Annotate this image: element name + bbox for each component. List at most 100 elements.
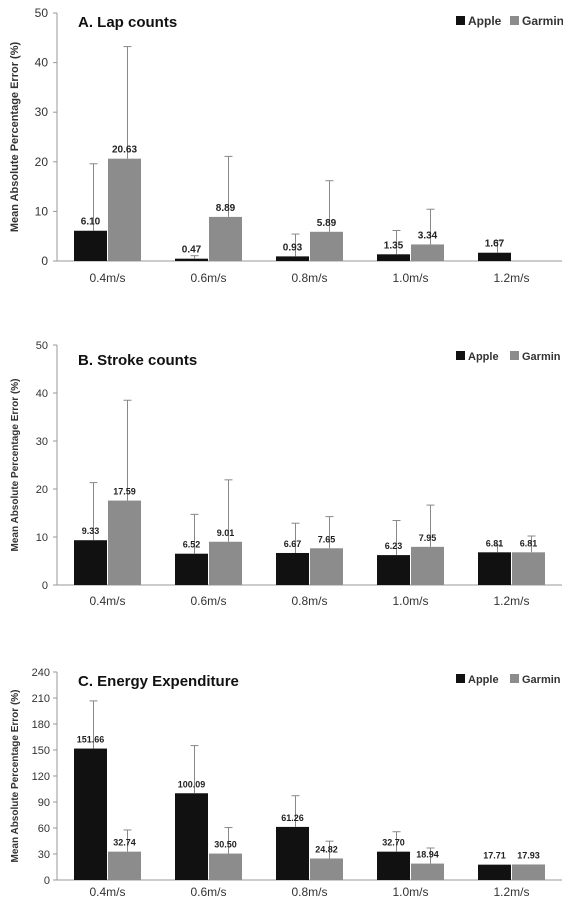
- data-label: 5.89: [317, 218, 337, 229]
- x-tick-label: 0.4m/s: [89, 594, 125, 608]
- y-tick-label: 20: [35, 155, 49, 169]
- data-label: 1.35: [384, 240, 404, 251]
- bar-garmin-2: [209, 853, 242, 880]
- x-tick-label: 1.2m/s: [493, 885, 529, 899]
- data-label: 6.81: [520, 538, 538, 548]
- y-tick-label: 150: [32, 745, 50, 757]
- x-tick-label: 0.8m/s: [291, 594, 327, 608]
- chart-title: B. Stroke counts: [78, 352, 197, 369]
- data-label: 9.01: [217, 528, 235, 538]
- legend-label-apple: Apple: [468, 14, 502, 28]
- y-tick-label: 0: [44, 875, 50, 887]
- x-tick-label: 1.0m/s: [392, 885, 428, 899]
- bar-apple-3: [276, 256, 309, 261]
- y-tick-label: 120: [32, 771, 50, 783]
- bar-garmin-2: [209, 541, 242, 585]
- bar-apple-5: [478, 552, 511, 585]
- data-label: 7.65: [318, 534, 336, 544]
- y-axis-title: Mean Absolute Percentage Error (%): [9, 42, 21, 233]
- chart-panel-3: 0 30 60 90 120 150 180 210 240 Mean Absolute Perc…: [10, 667, 562, 899]
- data-label: 0.47: [182, 245, 202, 256]
- bar-apple-1: [74, 230, 107, 261]
- bar-apple-2: [175, 553, 208, 585]
- bar-garmin-5: [512, 864, 545, 880]
- bar-garmin-4: [411, 863, 444, 880]
- y-tick-label: 240: [32, 667, 50, 679]
- bar-garmin-3: [310, 858, 343, 880]
- y-axis-title: Mean Absolute Percentage Error (%): [10, 689, 21, 862]
- legend-swatch-garmin: [510, 351, 519, 360]
- y-tick-label: 40: [36, 388, 48, 400]
- x-tick-label: 0.4m/s: [89, 885, 125, 899]
- data-label: 6.23: [385, 541, 403, 551]
- bar-apple-4: [377, 851, 410, 880]
- legend-swatch-apple: [456, 674, 465, 683]
- legend-label-garmin: Garmin: [522, 351, 561, 363]
- data-label: 9.33: [82, 526, 100, 536]
- bar-apple-5: [478, 864, 511, 880]
- bar-apple-2: [175, 793, 208, 880]
- bar-garmin-1: [108, 851, 141, 880]
- legend-swatch-garmin: [510, 674, 519, 683]
- bar-garmin-3: [310, 548, 343, 585]
- bar-apple-1: [74, 748, 107, 880]
- x-tick-label: 1.2m/s: [493, 271, 529, 285]
- bar-garmin-5: [512, 552, 545, 585]
- data-label: 17.71: [483, 851, 506, 861]
- y-axis-title: Mean Absolute Percentage Error (%): [10, 378, 21, 551]
- legend-label-garmin: Garmin: [522, 14, 563, 28]
- y-tick-label: 30: [35, 105, 49, 119]
- x-tick-label: 0.6m/s: [190, 271, 226, 285]
- x-tick-label: 0.8m/s: [291, 271, 327, 285]
- data-label: 3.34: [418, 230, 438, 241]
- y-tick-label: 50: [35, 6, 49, 20]
- y-tick-label: 30: [36, 436, 48, 448]
- legend-swatch-apple: [456, 351, 465, 360]
- data-label: 6.81: [486, 538, 504, 548]
- y-tick-label: 10: [36, 532, 48, 544]
- data-label: 30.50: [214, 840, 237, 850]
- bar-garmin-3: [310, 231, 343, 261]
- bar-apple-4: [377, 555, 410, 585]
- y-tick-label: 40: [35, 56, 49, 70]
- bar-apple-2: [175, 258, 208, 261]
- data-label: 0.93: [283, 242, 303, 253]
- data-label: 100.09: [178, 779, 206, 789]
- data-label: 32.74: [113, 838, 136, 848]
- bar-apple-5: [478, 252, 511, 261]
- x-tick-label: 0.6m/s: [190, 594, 226, 608]
- y-tick-label: 50: [36, 340, 48, 352]
- legend-label-apple: Apple: [468, 674, 499, 686]
- y-tick-label: 0: [42, 580, 48, 592]
- y-tick-label: 90: [38, 797, 50, 809]
- legend-swatch-apple: [456, 16, 465, 25]
- data-label: 151.66: [77, 735, 105, 745]
- data-label: 1.67: [485, 239, 505, 250]
- data-label: 20.63: [112, 145, 137, 156]
- x-tick-label: 1.2m/s: [493, 594, 529, 608]
- chart-title: C. Energy Expenditure: [78, 673, 239, 690]
- bar-garmin-1: [108, 158, 141, 261]
- legend-label-garmin: Garmin: [522, 674, 561, 686]
- y-tick-label: 0: [41, 254, 48, 268]
- chart-title: A. Lap counts: [78, 14, 177, 31]
- bar-apple-3: [276, 826, 309, 880]
- y-tick-label: 60: [38, 823, 50, 835]
- data-label: 6.10: [81, 217, 101, 228]
- bar-garmin-2: [209, 216, 242, 261]
- x-tick-label: 0.6m/s: [190, 885, 226, 899]
- chart-panel-1: 0 10 20 30 40 50 Mean Absolute Percentage Erro…: [9, 6, 563, 285]
- chart-panel-2: 0 10 20 30 40 50 Mean Absolute Percentage Erro…: [10, 340, 562, 608]
- y-tick-label: 180: [32, 719, 50, 731]
- data-label: 17.59: [113, 487, 136, 497]
- data-label: 24.82: [315, 844, 338, 854]
- bar-apple-1: [74, 540, 107, 585]
- bar-garmin-1: [108, 500, 141, 585]
- bar-garmin-4: [411, 244, 444, 261]
- data-label: 6.52: [183, 540, 201, 550]
- x-tick-label: 0.4m/s: [89, 271, 125, 285]
- legend-label-apple: Apple: [468, 351, 499, 363]
- data-label: 61.26: [281, 813, 304, 823]
- y-tick-label: 30: [38, 849, 50, 861]
